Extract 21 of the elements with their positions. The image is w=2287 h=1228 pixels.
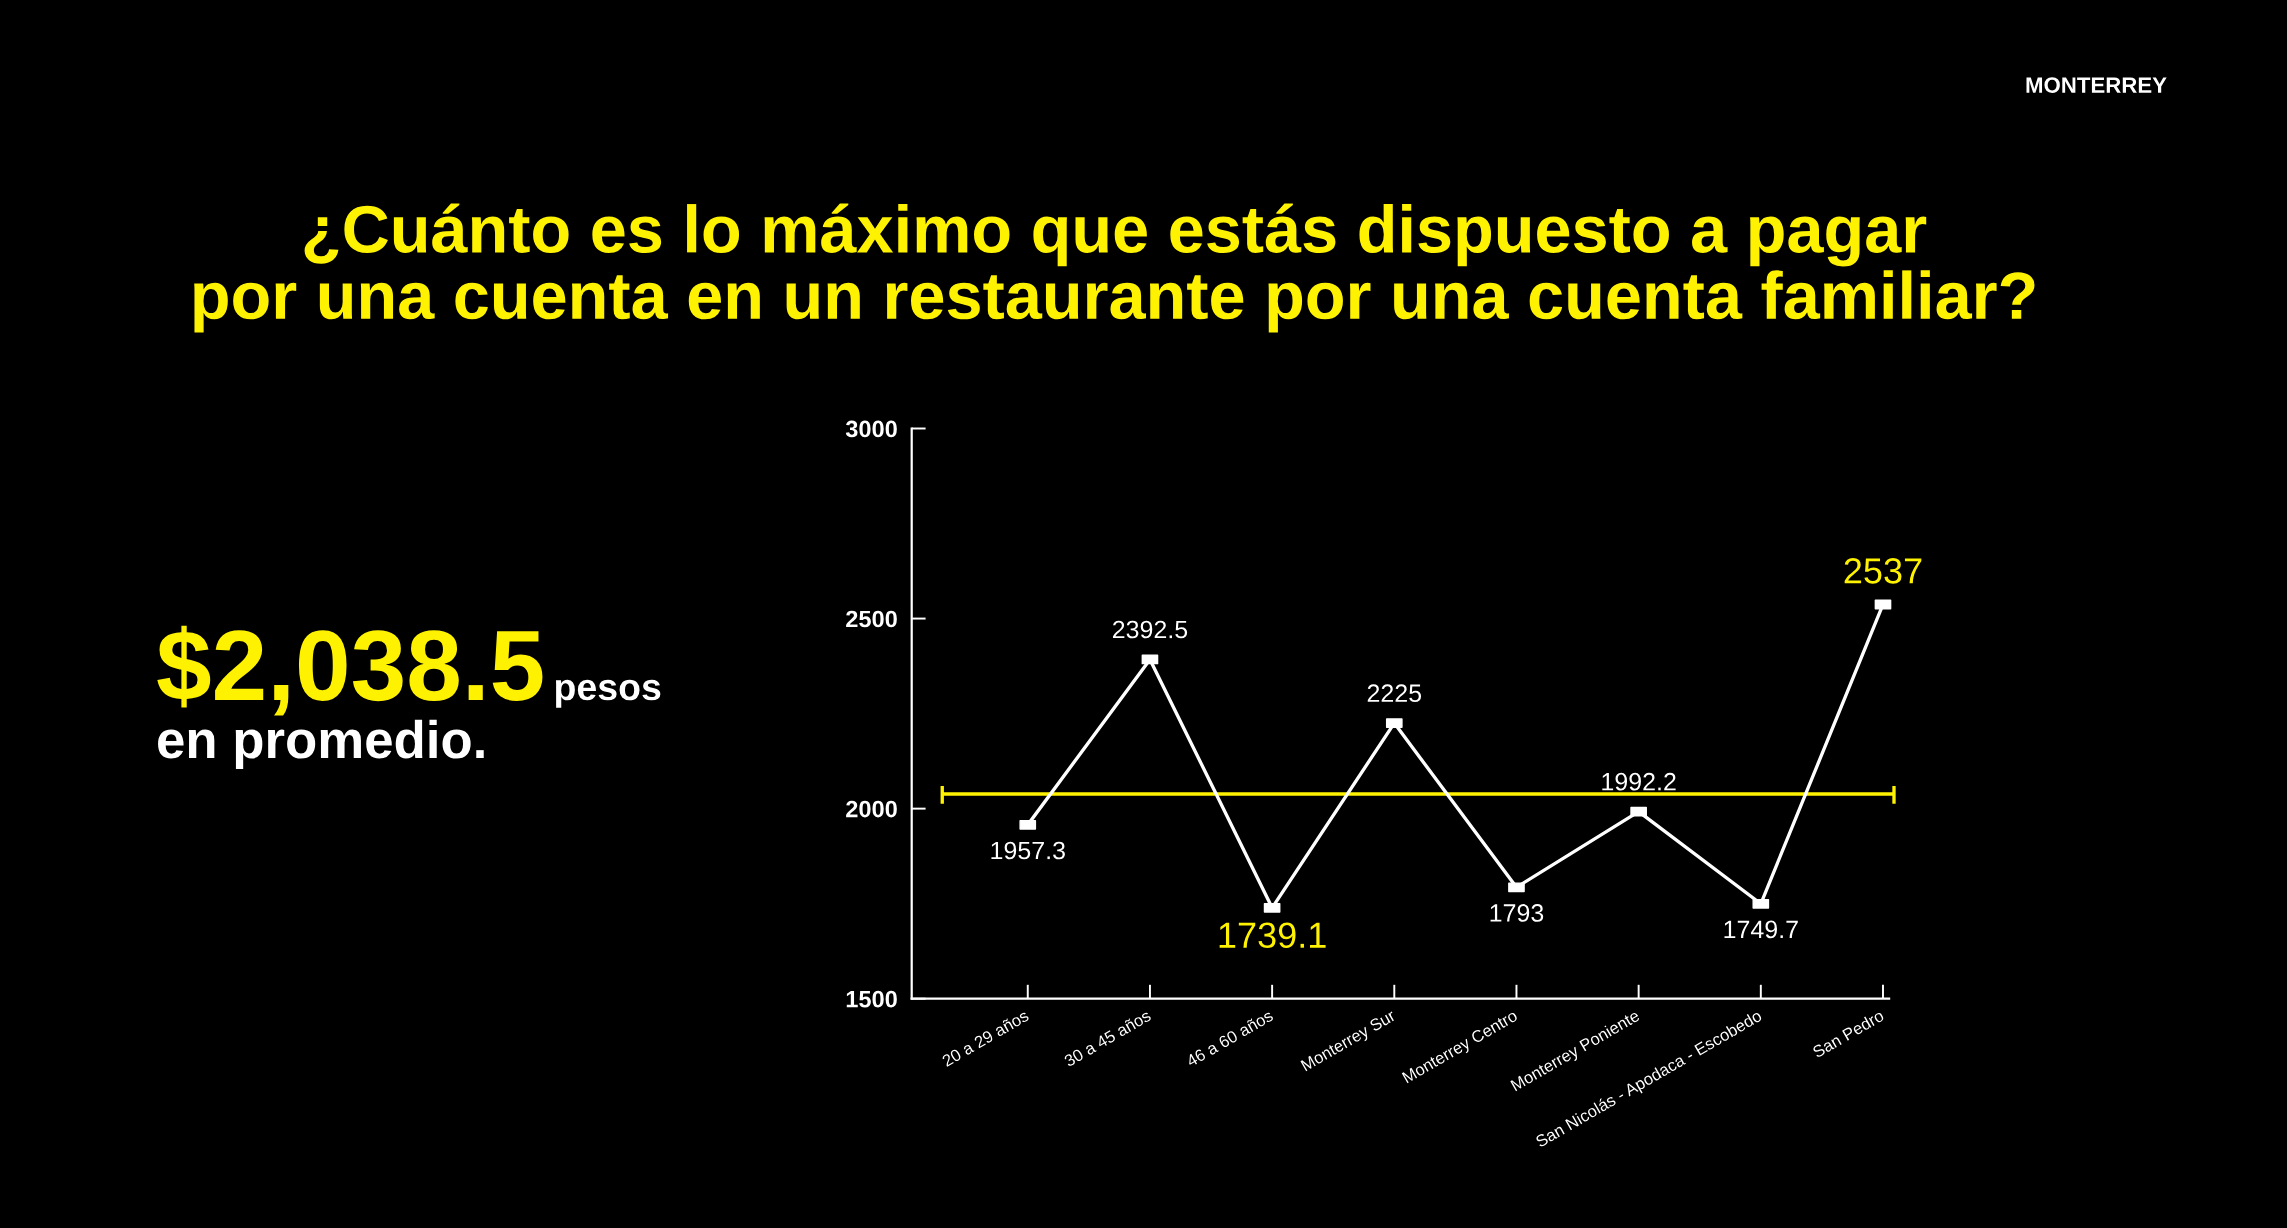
data-label: 1793	[1490, 904, 1544, 922]
chart-title: ¿Cuánto es lo máximo que estás dispuesto a pagar por una cuenta en un restaurante por una cuenta familiar?	[194, 203, 2035, 333]
text: $2,038.5	[157, 625, 543, 716]
x-tick-label: 20 a 29 años	[941, 1009, 1030, 1068]
y-tick-label: 2000	[846, 800, 897, 818]
text: MONTERREY	[2026, 77, 2167, 93]
text: en promedio.	[158, 719, 484, 769]
data-label: 1749.7	[1724, 920, 1798, 939]
x-tick-label: 30 a 45 años	[1063, 1009, 1152, 1068]
y-tick-label: 2500	[846, 610, 897, 628]
x-tick-label: San Pedro	[1811, 1008, 1885, 1059]
data-label: 2225	[1367, 684, 1422, 703]
data-label: 1957.3	[991, 841, 1065, 860]
x-tick-label: 46 a 60 años	[1185, 1009, 1274, 1068]
data-label: 2392.5	[1112, 620, 1188, 639]
data-label: 2537	[1844, 558, 1922, 584]
data-label: 1992.2	[1602, 772, 1676, 791]
y-tick-label: 3000	[845, 420, 897, 438]
data-label: 1739.1	[1219, 922, 1326, 949]
text: pesos	[555, 679, 661, 708]
y-tick-label: 1500	[846, 990, 897, 1008]
